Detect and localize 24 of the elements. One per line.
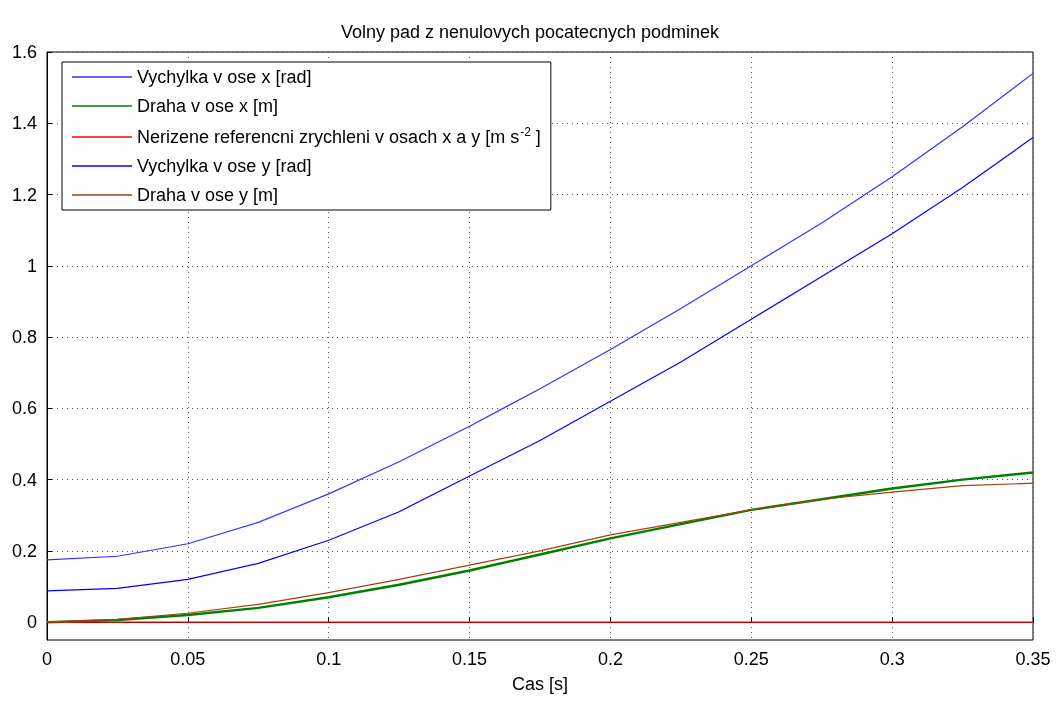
x-tick-label: 0.25 xyxy=(733,649,769,669)
y-tick-label: 0.8 xyxy=(11,327,37,348)
y-tick-label: 1.4 xyxy=(11,113,37,134)
y-tick-label: 0.6 xyxy=(11,398,37,419)
y-tick-label: 0.2 xyxy=(11,540,37,561)
legend-label: Vychylka v ose x [rad] xyxy=(137,67,312,87)
x-tick-label: 0.3 xyxy=(879,649,905,669)
x-tick-label: 0 xyxy=(41,649,53,669)
x-tick-label: 0.05 xyxy=(170,649,206,669)
legend-label: Draha v ose y [m] xyxy=(137,185,279,205)
x-tick-label: 0.15 xyxy=(452,649,488,669)
x-tick-label: 0.1 xyxy=(316,649,342,669)
x-axis-title: Cas [s] xyxy=(511,674,569,694)
line-series xyxy=(46,72,1034,561)
y-tick-label: 0.4 xyxy=(11,469,37,490)
legend-label: Vychylka v ose y [rad] xyxy=(137,156,312,176)
chart-title: Volny pad z nenulovych pocatecnych podminek xyxy=(340,22,721,42)
x-tick-label: 0.2 xyxy=(597,649,623,669)
y-tick-label: 1 xyxy=(26,255,37,276)
y-tick-label: 1.2 xyxy=(11,184,37,205)
y-tick-label: 1.6 xyxy=(11,42,37,62)
legend-label: Draha v ose x [m] xyxy=(137,96,279,116)
y-tick-label: 0 xyxy=(26,612,37,633)
x-tick-label: 0.35 xyxy=(1015,649,1051,669)
